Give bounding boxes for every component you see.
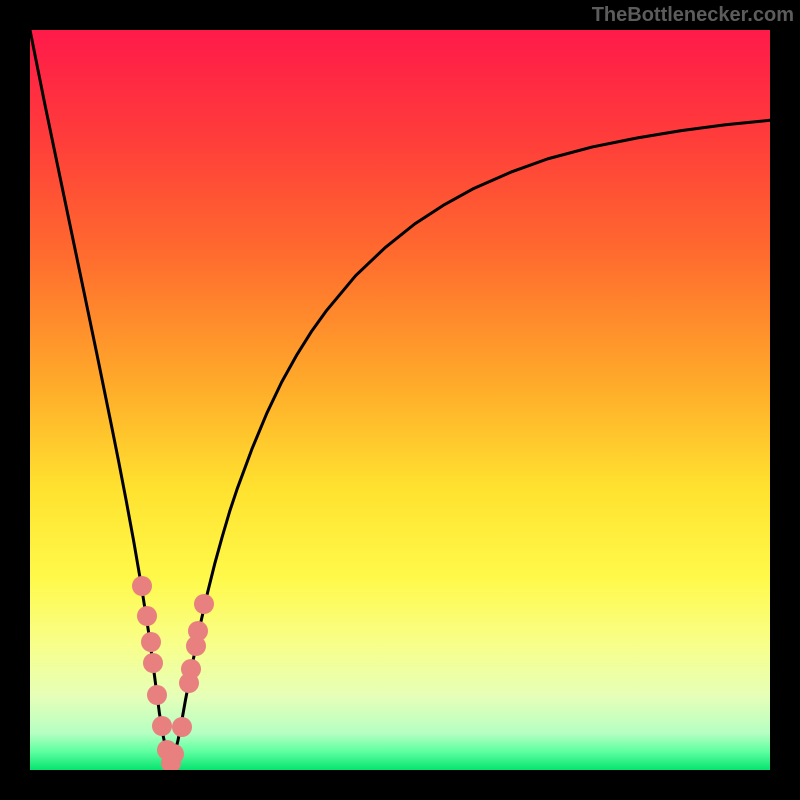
watermark-text: TheBottlenecker.com (592, 4, 794, 27)
data-marker (152, 716, 172, 736)
data-marker (143, 653, 163, 673)
data-marker (132, 576, 152, 596)
data-marker (181, 659, 201, 679)
data-marker (147, 685, 167, 705)
plot-area (30, 30, 770, 770)
data-marker (141, 632, 161, 652)
data-marker (188, 621, 208, 641)
data-marker (137, 606, 157, 626)
data-marker (164, 744, 184, 764)
data-markers-layer (30, 30, 770, 770)
data-marker (194, 594, 214, 614)
data-marker (172, 717, 192, 737)
